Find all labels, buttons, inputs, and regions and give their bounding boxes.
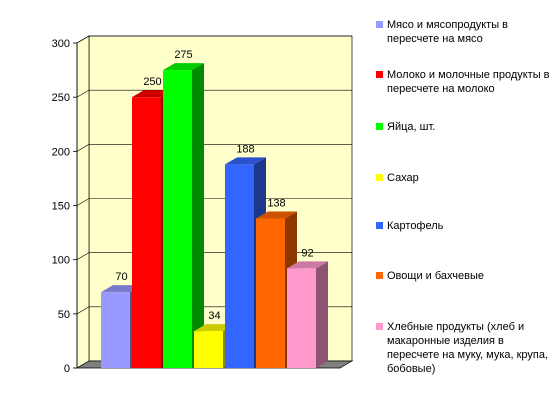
bar-top-2: [132, 90, 173, 98]
data-label-4: 34: [208, 310, 220, 322]
legend-swatch: [376, 174, 383, 181]
gridline: [76, 144, 352, 152]
legend-label: Сахар: [387, 172, 419, 184]
bar-top-3: [163, 63, 204, 71]
y-tick-label: 50: [58, 309, 70, 321]
data-label-3: 275: [174, 49, 192, 61]
data-label-1: 70: [115, 271, 127, 283]
legend-swatch: [376, 222, 383, 229]
bar-top-6: [256, 211, 297, 219]
y-tick-label: 100: [52, 255, 70, 267]
y-tick-label: 200: [52, 146, 70, 158]
data-label-2: 250: [143, 76, 161, 88]
gridline: [76, 35, 352, 44]
legend-label: Мясо и мясопродукты в пересчете на мясо: [387, 19, 509, 45]
data-label-7: 92: [301, 247, 313, 259]
legend-label: Овощи и бахчевые: [387, 270, 484, 282]
legend-label: Яйца, шт.: [387, 121, 436, 133]
legend-label: Молоко и молочные продукты в пересчете н…: [387, 69, 550, 95]
bar-top-4: [194, 324, 235, 332]
bar-side-3: [192, 63, 204, 368]
legend-label: Хлебные продукты (хлеб и макаронные изде…: [387, 321, 549, 375]
gridline: [76, 89, 352, 98]
bar-6: [256, 218, 285, 368]
bar-1: [101, 292, 130, 368]
y-tick-label: 150: [52, 201, 70, 213]
bar-4: [194, 331, 223, 368]
bar-3: [163, 70, 192, 368]
bar-top-1: [101, 285, 142, 293]
y-tick-label: 250: [52, 92, 70, 104]
bar-top-5: [225, 157, 266, 165]
bar-top-7: [287, 261, 328, 269]
legend-swatch: [376, 323, 383, 330]
bar-7: [287, 268, 316, 368]
bar-5: [225, 164, 254, 368]
legend-swatch: [376, 272, 383, 279]
legend-swatch: [376, 123, 383, 130]
legend-swatch: [376, 21, 383, 28]
bar-2: [132, 97, 161, 369]
data-label-5: 188: [236, 143, 254, 155]
y-tick-label: 300: [52, 38, 70, 50]
data-label-6: 138: [267, 198, 285, 210]
bar-side-7: [316, 261, 328, 368]
y-tick-label: 0: [64, 363, 70, 375]
legend-label: Картофель: [387, 220, 444, 232]
legend-swatch: [376, 71, 383, 78]
